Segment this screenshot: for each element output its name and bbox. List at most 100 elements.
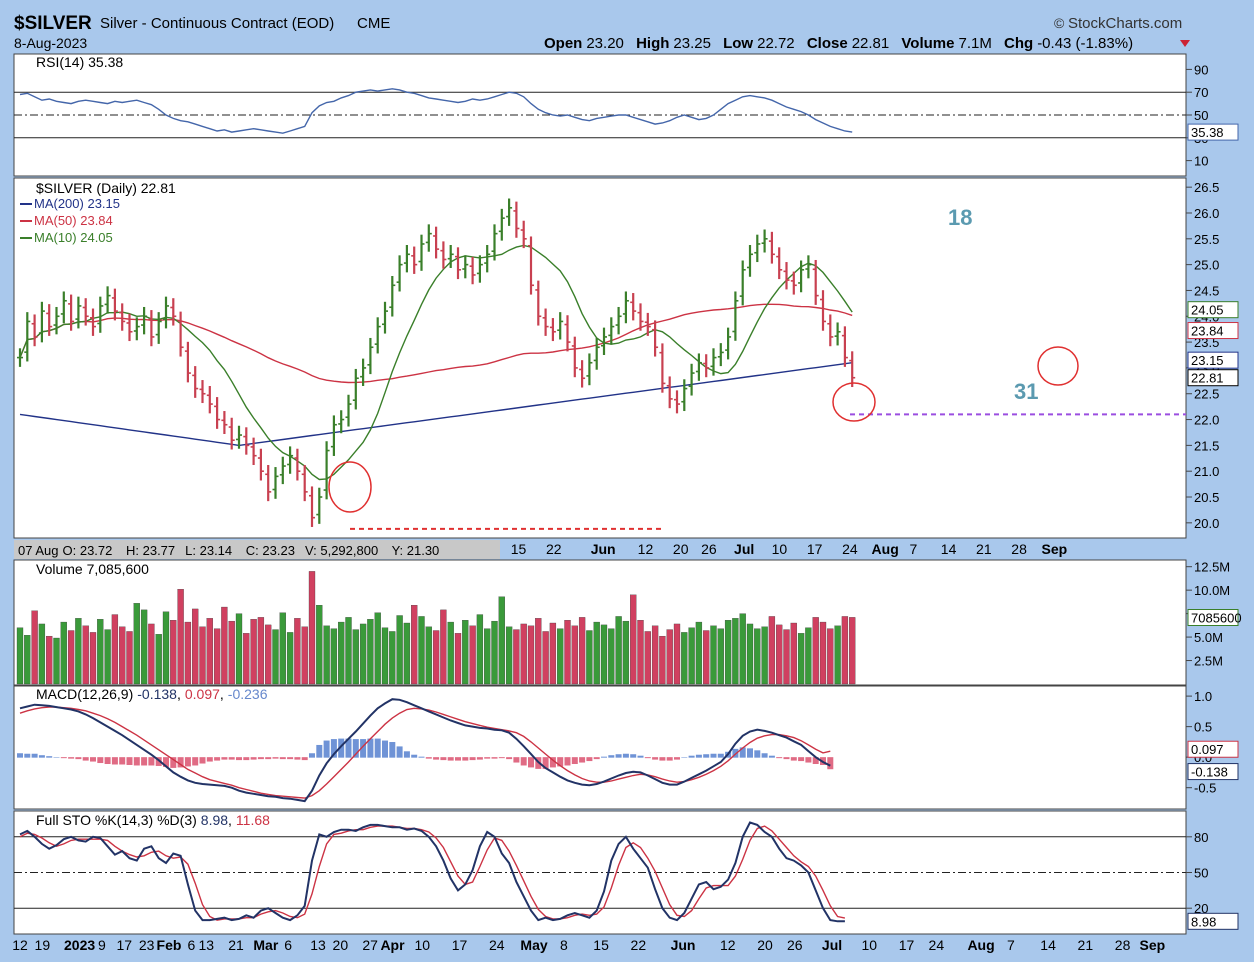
macd-value-tag: -0.138 [1191,765,1228,780]
macd-histogram-bar [594,757,600,759]
volume-bar [740,614,746,684]
macd-panel[interactable] [14,686,1186,809]
macd-histogram-bar [565,757,571,765]
macd-histogram-bar [484,757,490,758]
macd-histogram-bar [32,754,38,758]
volume-bar [791,623,797,684]
x-axis-bottom-label: 12 [12,937,28,953]
volume-bar [375,613,381,684]
volume-bar [207,618,213,684]
volume-bar [492,621,498,684]
macd-histogram-bar [148,757,154,765]
volume-bar [667,630,673,684]
x-axis-bottom-label: 6 [187,937,195,953]
volume-bar [251,619,257,684]
x-axis-bottom-label: Apr [380,937,405,953]
volume-bar [462,620,468,684]
price-panel[interactable] [14,178,1186,538]
macd-histogram-bar [747,748,753,757]
volume-bar [302,627,308,684]
x-axis-bottom-label: 27 [362,937,378,953]
rsi-axis-tick-label: 90 [1194,62,1208,77]
macd-histogram-bar [426,757,432,758]
macd-histogram-bar [375,739,381,758]
price-axis-tick-label: 22.0 [1194,413,1219,428]
macd-histogram-bar [221,757,227,759]
macd-histogram-bar [185,757,191,766]
volume-bar [448,622,454,684]
price-axis-tick-label: 26.5 [1194,180,1219,195]
macd-histogram-bar [455,757,461,760]
macd-histogram-bar [316,745,322,758]
price-legend: $SILVER (Daily) 22.81 [36,180,176,196]
volume-bar [594,622,600,684]
macd-histogram-bar [601,757,607,758]
brand-label[interactable]: StockCharts.com [1068,15,1182,32]
volume-bar [331,629,337,684]
volume-bar [623,621,629,684]
volume-bar [732,618,738,684]
volume-bar [294,618,300,684]
macd-histogram-bar [499,757,505,758]
volume-bar [535,618,541,684]
volume-bar [528,626,534,684]
volume-bar [674,624,680,684]
volume-bar [835,626,841,684]
volume-bar [24,635,30,684]
volume-bar [54,638,60,684]
volume-legend: Volume 7,085,600 [36,561,149,577]
x-axis-bottom-label: 24 [489,937,505,953]
volume-bar [411,605,417,684]
macd-histogram-bar [61,757,67,758]
macd-histogram-bar [711,754,717,758]
volume-bar [243,633,249,684]
x-axis-top-label: 28 [1011,541,1027,557]
macd-histogram-bar [608,755,614,757]
x-axis-bottom-label: 14 [1040,937,1056,953]
x-axis-top-label: 21 [976,541,992,557]
x-axis-bottom-label: May [520,937,547,953]
volume-bar [579,617,585,684]
price-axis-tick-label: 24.5 [1194,283,1219,298]
volume-bar [440,610,446,684]
macd-histogram-bar [506,757,512,759]
x-axis-top-label: 26 [701,541,717,557]
macd-histogram-bar [433,757,439,759]
volume-bar [309,571,315,684]
volume-bar [659,636,665,684]
macd-histogram-bar [302,757,308,760]
macd-histogram-bar [134,757,140,765]
x-axis-bottom-label: 21 [228,937,244,953]
x-axis-top-label: 15 [511,541,527,557]
macd-histogram-bar [75,757,81,759]
macd-histogram-bar [236,757,242,760]
macd-histogram-bar [105,757,111,764]
volume-bar [75,618,81,684]
volume-bar [185,622,191,684]
volume-bar [236,614,242,684]
macd-histogram-bar [805,757,811,762]
macd-histogram-bar [324,741,330,758]
volume-bar [353,630,359,684]
volume-axis-tick-label: 5.0M [1194,630,1223,645]
macd-histogram-bar [784,757,790,759]
volume-bar [776,625,782,684]
macd-histogram-bar [462,757,468,760]
macd-signal-tag: 0.097 [1191,742,1224,757]
rsi-axis-tick-label: 70 [1194,85,1208,100]
macd-histogram-bar [214,757,220,760]
macd-legend: MACD(12,26,9) -0.138, 0.097, -0.236 [36,686,268,702]
price-axis-tick-label: 26.0 [1194,206,1219,221]
volume-bar [572,626,578,684]
macd-histogram-bar [389,742,395,758]
volume-bar [46,636,52,684]
macd-histogram-bar [470,757,476,760]
x-axis-bottom-label: 10 [415,937,431,953]
x-axis-top-label: 12 [638,541,654,557]
volume-bar [280,613,286,684]
x-axis-bottom-label: 26 [787,937,803,953]
x-axis-bottom-label: Jul [822,937,842,953]
volume-bar [346,617,352,684]
volume-bar [681,632,687,684]
